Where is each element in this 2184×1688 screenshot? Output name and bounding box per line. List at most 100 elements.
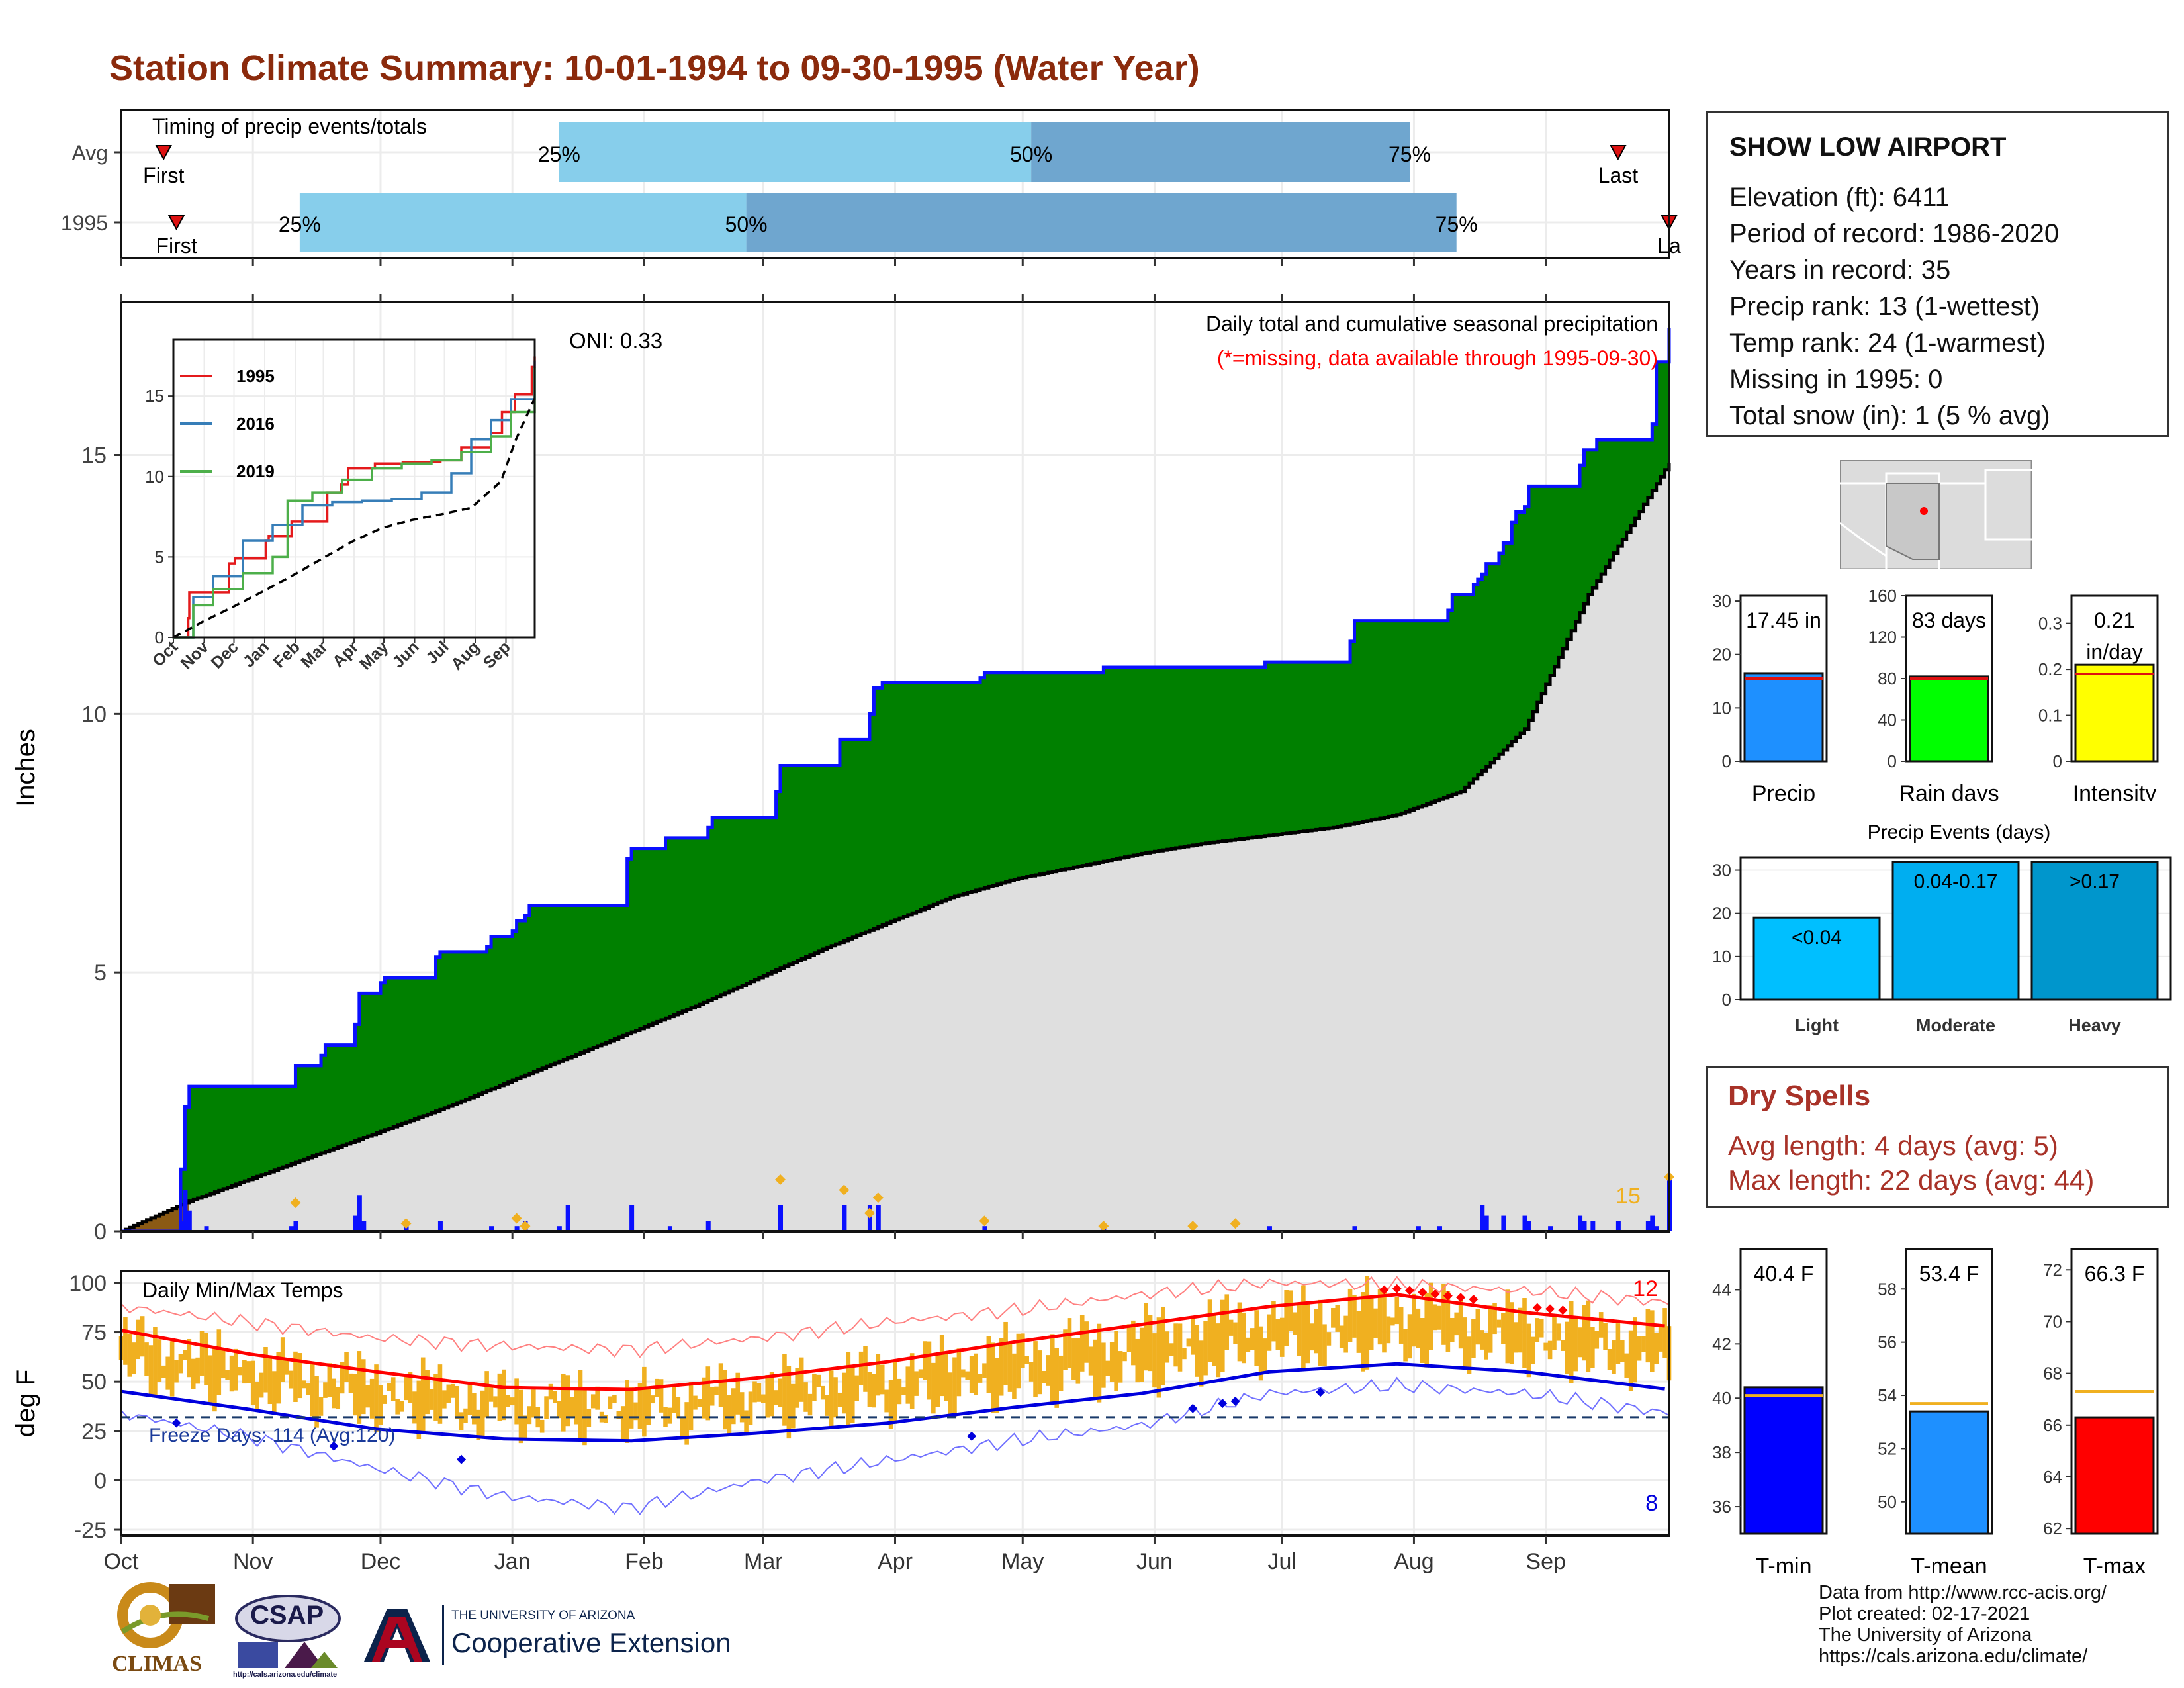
- daily-temp-bar: [1122, 1352, 1127, 1362]
- daily-temp-bar: [672, 1387, 676, 1413]
- daily-temp-bar: [1228, 1319, 1234, 1336]
- daily-temp-bar: [174, 1360, 179, 1383]
- daily-temp-range-bars: [118, 1276, 1672, 1446]
- daily-temp-bar: [803, 1382, 808, 1412]
- daily-temp-bar: [774, 1390, 778, 1405]
- daily-temp-bar: [225, 1370, 230, 1380]
- timing-p50-label: 50%: [725, 212, 768, 236]
- daily-temp-bar: [153, 1327, 158, 1396]
- events-ytick-label: 10: [1712, 947, 1731, 966]
- daily-temp-bar: [948, 1372, 953, 1416]
- daily-temp-bar: [846, 1352, 851, 1427]
- daily-precip-bar: [489, 1226, 494, 1231]
- precip-chart: 0 5 10 15 Inches 15 ONI: 0.33 Daily total and c…: [11, 294, 1674, 1244]
- temp-chart: -25 0 25 50 75 100 deg F Daily Min/Max Temps Fre…: [11, 1270, 1672, 1574]
- inset-ytick-label: 0: [155, 628, 164, 647]
- daily-temp-bar: [1067, 1318, 1072, 1368]
- snow-day-marker-icon: [864, 1207, 875, 1219]
- summary-value-label: 53.4 F: [1919, 1262, 1979, 1286]
- precip-ytick-label: 5: [94, 961, 107, 986]
- daily-temp-bar: [387, 1383, 392, 1391]
- daily-temp-bar: [1518, 1307, 1523, 1353]
- summary-ytick-label: 68: [2043, 1364, 2062, 1383]
- climas-logo: CLIMAS: [109, 1579, 218, 1678]
- daily-temp-bar: [697, 1399, 702, 1407]
- credit-url: https://cals.arizona.edu/climate/: [1819, 1646, 2088, 1667]
- daily-temp-bar: [629, 1387, 634, 1429]
- daily-temp-bar: [1347, 1288, 1353, 1342]
- daily-temp-bar: [1539, 1319, 1544, 1338]
- daily-temp-bar: [506, 1395, 511, 1407]
- daily-temp-bar: [620, 1406, 625, 1441]
- daily-temp-bar: [688, 1382, 694, 1430]
- daily-precip-bar: [1590, 1221, 1596, 1231]
- daily-precip-bar: [357, 1195, 362, 1231]
- daily-temp-bar: [590, 1394, 596, 1409]
- temp-ytick-label: 100: [69, 1271, 107, 1296]
- daily-precip-bar: [842, 1205, 847, 1231]
- inset-frame: [172, 338, 536, 639]
- daily-temp-bar: [442, 1390, 447, 1409]
- daily-temp-bar: [314, 1376, 319, 1428]
- daily-temp-bar: [790, 1383, 796, 1429]
- snow-day-marker-icon: [511, 1213, 522, 1224]
- first-event-label: First: [156, 234, 197, 258]
- daily-temp-bar: [1424, 1293, 1430, 1368]
- daily-temp-bar: [450, 1383, 455, 1398]
- summary-value-label: 83 days: [1912, 608, 1986, 632]
- daily-temp-bar: [1020, 1333, 1025, 1368]
- daily-temp-bar: [302, 1380, 306, 1389]
- avg-cumulative-area: [121, 463, 1669, 1231]
- month-label: Jul: [1268, 1549, 1297, 1574]
- record-high-marker-icon: [1469, 1294, 1479, 1304]
- daily-precip-bar: [204, 1226, 209, 1231]
- daily-temp-bar: [1224, 1294, 1230, 1350]
- ua-logo-big-text: Cooperative Extension: [451, 1627, 731, 1658]
- snow-day-marker-icon: [1098, 1221, 1109, 1232]
- climas-logo-text: CLIMAS: [112, 1652, 203, 1676]
- daily-temp-bar: [680, 1417, 685, 1437]
- daily-temp-bar: [1207, 1299, 1212, 1362]
- daily-temp-bar: [820, 1385, 825, 1400]
- daily-temp-bar: [272, 1371, 277, 1415]
- summary-category-label: T-max: [2083, 1554, 2146, 1579]
- climas-emblem-icon: [117, 1582, 215, 1648]
- daily-temp-bar: [739, 1392, 745, 1423]
- summary-ytick-label: 0: [2053, 751, 2062, 771]
- summary-ytick-label: 66: [2043, 1415, 2062, 1435]
- daily-temp-bar: [502, 1369, 506, 1421]
- daily-temp-bar: [1547, 1340, 1553, 1360]
- inset-legend-label: 1995: [236, 366, 275, 386]
- daily-temp-bar: [1177, 1323, 1183, 1372]
- daily-temp-bar: [616, 1411, 621, 1419]
- daily-temp-bar: [1662, 1308, 1667, 1358]
- summary-value-label: 17.45 in: [1746, 608, 1821, 632]
- daily-temp-bar: [539, 1419, 545, 1433]
- precip-ylabel: Inches: [11, 729, 40, 807]
- daily-temp-bar: [238, 1367, 243, 1376]
- events-bar-label: 0.04-0.17: [1914, 871, 1998, 893]
- daily-temp-bar: [131, 1342, 136, 1374]
- daily-temp-bar: [1279, 1317, 1285, 1357]
- daily-temp-bar: [157, 1339, 162, 1382]
- station-location-dot: [1920, 507, 1928, 515]
- daily-temp-bar: [242, 1360, 247, 1384]
- daily-temp-bar: [854, 1375, 859, 1401]
- daily-temp-bar: [476, 1409, 481, 1440]
- daily-temp-bar: [1543, 1342, 1548, 1351]
- freeze-days-label: Freeze Days: 114 (Avg:120): [149, 1425, 395, 1446]
- precip-summary-bars: 0 10 20 30 17.45 in Precip 0 40 80 120 160 83 days R…: [1712, 586, 2159, 801]
- daily-temp-bar: [148, 1345, 154, 1396]
- precip-chart-title: Daily total and cumulative seasonal prec…: [1206, 312, 1658, 336]
- temp-ytick-label: 0: [94, 1468, 107, 1493]
- summary-ytick-label: 58: [1878, 1279, 1897, 1299]
- daily-temp-bar: [544, 1396, 549, 1419]
- daily-temp-bar: [884, 1389, 889, 1413]
- locator-map: [1840, 460, 2032, 569]
- summary-category-label: T-mean: [1911, 1554, 1987, 1579]
- page-title: Station Climate Summary: 10-01-1994 to 0…: [109, 48, 1200, 88]
- daily-temp-bar: [1335, 1305, 1340, 1332]
- daily-temp-bar: [1237, 1302, 1242, 1362]
- daily-temp-bar: [1165, 1331, 1170, 1363]
- first-event-label: First: [143, 164, 184, 187]
